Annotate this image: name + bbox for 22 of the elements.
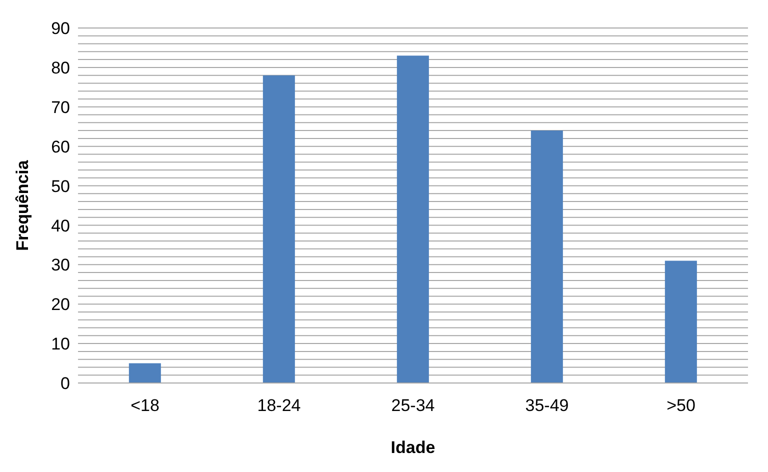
x-tick-label: 18-24 <box>257 396 301 416</box>
bar <box>128 363 161 383</box>
x-tick-label: 35-49 <box>525 396 569 416</box>
y-axis-title: Frequência <box>13 160 32 251</box>
y-tick-label: 60 <box>51 137 70 156</box>
bar <box>530 130 563 383</box>
y-tick-label: 30 <box>51 256 70 275</box>
y-tick-label: 0 <box>60 374 70 394</box>
y-tick-label: 80 <box>51 58 70 78</box>
y-tick-label: 10 <box>51 334 70 354</box>
x-tick-label: >50 <box>666 396 696 416</box>
x-tick-label: 25-34 <box>391 396 435 416</box>
bar <box>396 56 429 383</box>
bar <box>262 75 295 383</box>
x-tick-label: <18 <box>130 396 160 416</box>
y-tick-label: 50 <box>51 176 70 196</box>
y-tick-label: 90 <box>51 19 70 38</box>
y-tick-label: 40 <box>51 216 70 236</box>
x-axis-title: Idade <box>390 438 436 457</box>
y-tick-label: 20 <box>51 295 70 314</box>
y-tick-label: 70 <box>51 98 70 117</box>
bar <box>664 260 697 383</box>
